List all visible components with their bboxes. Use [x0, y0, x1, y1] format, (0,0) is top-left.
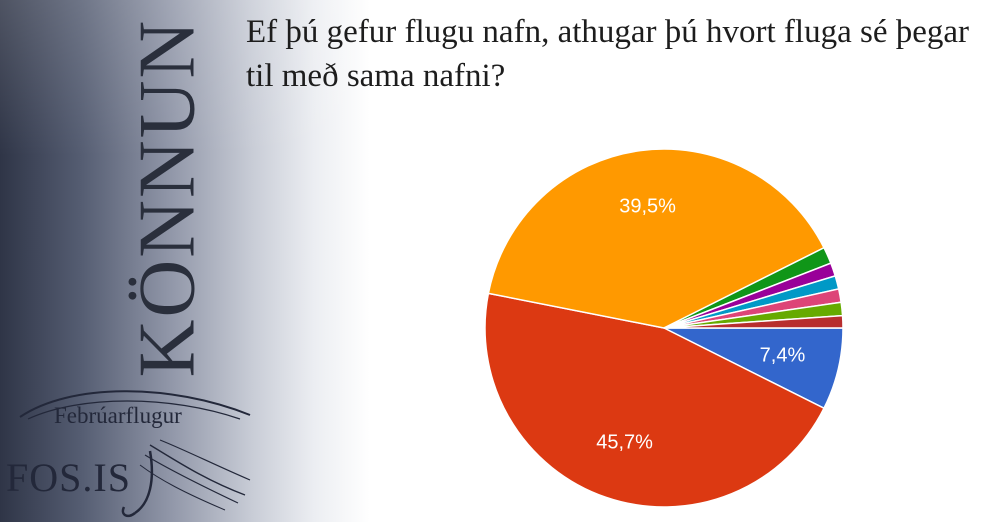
sidebar-background	[0, 0, 370, 522]
question-title: Ef þú gefur flugu nafn, athugar þú hvort…	[246, 14, 970, 94]
logo-text-top: Febrúarflugur	[54, 403, 182, 428]
logo-text-bottom: FOS.IS	[6, 455, 131, 500]
pie-slice-label-0: 7,4%	[760, 344, 806, 366]
sidebar-fade	[0, 0, 370, 522]
pie-slice-1	[484, 292, 826, 508]
fly-logo-icon	[19, 390, 251, 518]
pie-slice-8	[663, 314, 844, 329]
sidebar-title: KÖNNUN	[123, 18, 212, 378]
pie-chart: 7,4% 45,7% 39,5%	[484, 148, 844, 508]
pie-slice-2	[487, 148, 826, 329]
pie-slice-label-1: 45,7%	[596, 431, 653, 453]
pie-slice-label-2: 39,5%	[619, 196, 676, 218]
